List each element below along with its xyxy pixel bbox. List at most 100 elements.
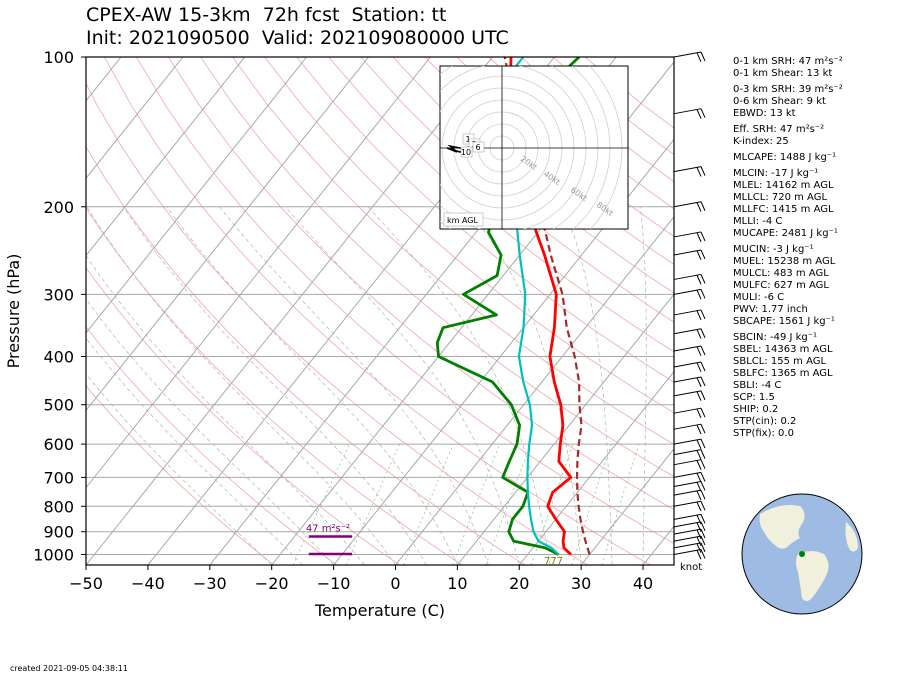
wind-barb <box>673 500 706 512</box>
param-16: MULCL: 483 m AGL <box>733 268 829 279</box>
param-1: 0-1 km Shear: 13 kt <box>733 68 833 79</box>
hodograph-height-label: 10 <box>461 148 471 157</box>
wind-barb <box>673 449 706 460</box>
wind-barb <box>673 521 706 532</box>
wind-barb <box>673 328 706 339</box>
param-22: SBEL: 14363 m AGL <box>733 344 833 355</box>
isotherm <box>518 370 674 565</box>
dry-adiabat <box>328 57 674 353</box>
chart-title-line-1: CPEX-AW 15-3km 72h fcst Station: tt <box>86 4 447 26</box>
dry-adiabat <box>86 146 526 565</box>
wind-barb <box>673 407 706 419</box>
isotherm <box>86 57 308 334</box>
isotherm <box>395 216 674 565</box>
mixing-ratio-line <box>403 443 454 565</box>
mixing-ratio-line <box>571 443 612 565</box>
moist-adiabat <box>86 373 272 565</box>
plot-frame <box>85 56 675 566</box>
param-13: MUCAPE: 2481 J kg⁻¹ <box>733 228 838 239</box>
isotherm <box>86 57 493 565</box>
moist-adiabat <box>86 298 334 565</box>
x-axis-label: Temperature (C) <box>314 601 445 620</box>
moist-adiabat <box>86 206 396 565</box>
y-tick-label: 100 <box>43 48 74 67</box>
wind-unit-label: knot <box>680 562 702 573</box>
isotherm <box>580 448 674 565</box>
hodograph-height-box <box>472 141 485 153</box>
moist-adiabat <box>219 206 489 565</box>
param-15: MUEL: 15238 m AGL <box>733 256 836 267</box>
y-tick-label: 800 <box>43 497 74 516</box>
dry-adiabat <box>392 57 674 294</box>
param-8: MLCIN: -17 J kg⁻¹ <box>733 168 819 179</box>
x-tick-label: 20 <box>509 574 529 593</box>
param-28: STP(cin): 0.2 <box>733 416 797 427</box>
param-20: SBCAPE: 1561 J kg⁻¹ <box>733 316 835 327</box>
param-14: MUCIN: -3 J kg⁻¹ <box>733 244 814 255</box>
wind-barb <box>673 345 706 357</box>
param-26: SCP: 1.5 <box>733 392 775 403</box>
mixing-ratio-line <box>601 443 640 565</box>
param-6: K-index: 25 <box>733 136 789 147</box>
dry-adiabat <box>200 57 674 478</box>
dry-adiabat <box>360 57 674 323</box>
y-axis-label: Pressure (hPa) <box>4 254 23 369</box>
dry-adiabat <box>264 57 674 414</box>
isotherm <box>333 138 674 565</box>
param-25: SBLI: -4 C <box>733 380 782 391</box>
param-11: MLLFC: 1415 m AGL <box>733 204 834 215</box>
mixing-ratio-line <box>292 443 350 565</box>
hodograph-height-label: 1 <box>465 135 470 144</box>
globe-south-america <box>796 551 829 601</box>
moist-adiabat <box>285 206 520 565</box>
x-tick-label: 10 <box>447 574 467 593</box>
y-tick-label: 700 <box>43 468 74 487</box>
wind-barb <box>673 459 706 470</box>
wind-barb <box>673 489 706 501</box>
dewpoint-profile <box>435 57 581 556</box>
moist-adiabat <box>86 254 365 565</box>
x-tick-label: −20 <box>255 574 289 593</box>
x-tick-label: 30 <box>571 574 591 593</box>
y-tick-label: 300 <box>43 285 74 304</box>
param-10: MLLCL: 720 m AGL <box>733 192 828 203</box>
wind-barb <box>673 108 706 119</box>
sounding-parameters: 0-1 km SRH: 47 m²s⁻² 0-1 km Shear: 13 kt 0… <box>733 56 843 440</box>
param-23: SBLCL: 155 m AGL <box>733 356 827 367</box>
created-timestamp: created 2021-09-05 04:38:11 <box>10 664 128 673</box>
mixing-ratio-line <box>485 443 532 565</box>
dry-adiabat <box>104 57 651 565</box>
param-5: Eff. SRH: 47 m²s⁻² <box>733 124 825 135</box>
hodograph-footer-label: km AGL <box>447 216 479 225</box>
wind-barb <box>673 361 706 373</box>
y-tick-label: 1000 <box>33 545 74 564</box>
x-tick-label: 40 <box>633 574 653 593</box>
param-19: PWV: 1.77 inch <box>733 304 808 315</box>
x-tick-label: −50 <box>69 574 103 593</box>
station-location-marker <box>799 551 805 557</box>
isotherm <box>86 57 246 257</box>
param-24: SBLFC: 1365 m AGL <box>733 368 833 379</box>
dry-adiabat <box>296 57 674 383</box>
param-9: MLEL: 14162 m AGL <box>733 180 834 191</box>
plot-area <box>86 57 674 565</box>
wind-barb <box>673 231 706 242</box>
globe-africa <box>845 522 858 552</box>
wind-barb <box>673 390 706 401</box>
wind-barb <box>673 273 706 285</box>
wind-barb <box>673 423 706 435</box>
temperature-profile <box>507 57 573 556</box>
x-tick-label: −30 <box>193 574 227 593</box>
x-tick-label: −10 <box>317 574 351 593</box>
hodograph-footer-box <box>443 212 484 227</box>
wind-barb <box>673 535 706 547</box>
wind-barb <box>673 201 706 212</box>
wind-barb <box>673 249 706 260</box>
globe-north-america <box>759 505 805 549</box>
x-tick-label: −40 <box>131 574 165 593</box>
moist-adiabat <box>562 206 613 565</box>
wind-barb <box>673 309 706 320</box>
wind-barb <box>673 166 706 177</box>
param-29: STP(fix): 0.0 <box>733 428 794 439</box>
moist-adiabat <box>123 206 427 565</box>
